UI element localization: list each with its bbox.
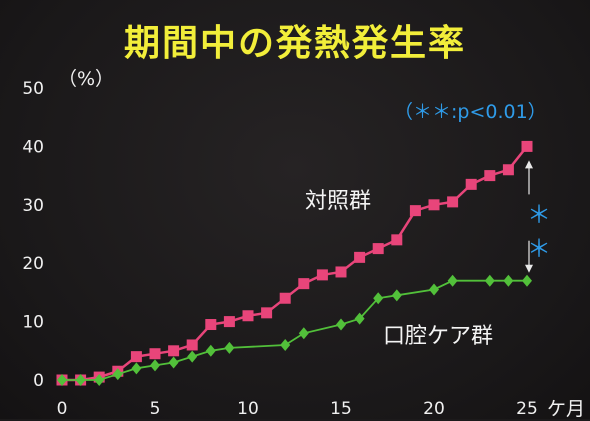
data-point-control <box>298 278 310 290</box>
data-point-oral_care <box>503 274 514 287</box>
data-point-control <box>316 269 328 281</box>
series-line-control <box>62 145 528 382</box>
data-point-control <box>335 266 347 278</box>
data-point-oral_care <box>447 274 458 287</box>
data-point-control <box>484 170 496 182</box>
y-tick-label: 0 <box>33 371 44 391</box>
data-point-oral_care <box>168 356 179 369</box>
data-point-oral_care <box>298 327 309 340</box>
significance-mark: ＊ <box>527 200 551 228</box>
data-point-control <box>502 164 514 176</box>
y-tick-label: 40 <box>22 137 44 157</box>
data-point-oral_care <box>336 318 346 331</box>
data-point-oral_care <box>187 350 198 363</box>
chart-title: 期間中の発熱発生率 <box>123 23 466 64</box>
x-tick-label: 0 <box>57 399 68 419</box>
data-point-oral_care <box>373 292 384 305</box>
x-tick-label: 10 <box>237 399 259 419</box>
data-point-control <box>391 234 403 246</box>
significance-note: （＊＊:p<0.01） <box>394 101 547 123</box>
data-point-oral_care <box>354 312 365 325</box>
significance-mark: ＊ <box>527 234 551 262</box>
data-point-control <box>354 251 366 263</box>
data-point-oral_care <box>205 344 216 357</box>
data-point-oral_care <box>57 374 67 386</box>
data-point-oral_care <box>75 374 86 386</box>
data-point-control <box>149 348 161 360</box>
data-point-control <box>428 199 440 211</box>
series-label-oral-care: 口腔ケア群 <box>383 324 494 349</box>
data-point-control <box>168 345 180 357</box>
data-point-control <box>465 178 477 190</box>
data-point-control <box>279 292 291 304</box>
x-tick-label: 15 <box>330 399 352 419</box>
data-point-oral_care <box>94 374 105 386</box>
data-point-oral_care <box>429 283 439 296</box>
significance-arrow-down-head <box>525 264 533 273</box>
data-point-oral_care <box>280 338 291 351</box>
significance-arrow-up-head <box>525 160 533 169</box>
data-point-oral_care <box>150 359 160 372</box>
data-point-control <box>223 316 235 328</box>
y-tick-label: 30 <box>22 196 44 216</box>
series-line-oral_care <box>62 279 527 381</box>
data-point-control <box>409 205 421 217</box>
y-tick-label: 20 <box>22 254 44 274</box>
data-point-control <box>242 310 254 322</box>
x-tick-label: 25 <box>516 399 538 419</box>
y-tick-label: 10 <box>22 313 44 333</box>
y-axis-unit-label: （%） <box>58 68 115 90</box>
data-point-control <box>130 351 142 363</box>
data-point-control <box>261 307 273 319</box>
x-axis-unit-label: ケ月 <box>547 398 586 420</box>
data-point-oral_care <box>112 368 123 381</box>
data-point-control <box>205 319 217 331</box>
data-point-oral_care <box>522 274 532 287</box>
data-point-oral_care <box>224 341 235 354</box>
data-point-oral_care <box>391 289 402 302</box>
data-point-control <box>521 140 533 152</box>
data-point-oral_care <box>484 274 495 287</box>
y-tick-label: 50 <box>22 79 44 99</box>
data-point-control <box>447 196 459 208</box>
data-point-control <box>372 243 384 255</box>
series-label-control: 対照群 <box>305 189 372 214</box>
data-point-control <box>186 339 198 351</box>
x-tick-label: 5 <box>150 399 161 419</box>
x-tick-label: 20 <box>423 399 445 419</box>
data-point-oral_care <box>131 362 142 375</box>
